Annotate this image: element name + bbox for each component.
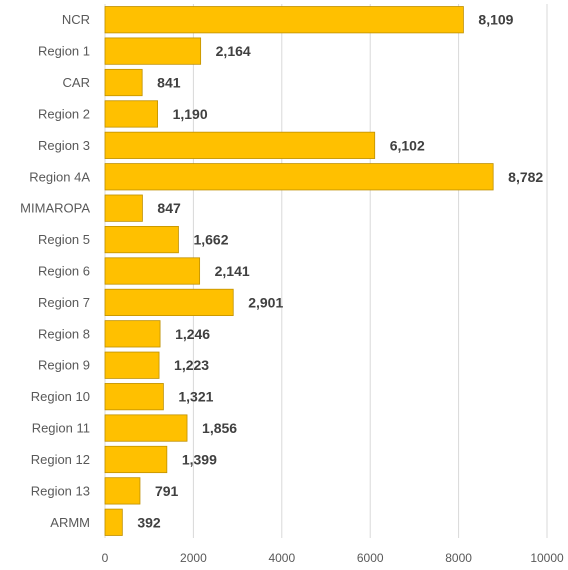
bar-13 <box>104 414 188 442</box>
category-label-6: MIMAROPA <box>20 201 90 216</box>
bar-1 <box>104 37 202 65</box>
category-label-13: Region 11 <box>32 421 90 436</box>
x-tick-label-3: 6000 <box>357 551 384 565</box>
value-label-13: 1,856 <box>202 420 237 436</box>
category-label-9: Region 7 <box>38 295 90 310</box>
value-label-11: 1,223 <box>174 357 209 373</box>
value-label-4: 6,102 <box>390 137 425 153</box>
bar-3 <box>104 100 158 128</box>
bar-2 <box>104 68 143 97</box>
bar-14 <box>104 445 168 474</box>
bar-9 <box>104 288 234 317</box>
x-tick-label-0: 0 <box>102 551 109 565</box>
value-label-6: 847 <box>157 200 181 216</box>
bar-5 <box>104 163 494 191</box>
bar-6 <box>104 194 143 222</box>
value-label-5: 8,782 <box>508 169 543 185</box>
bar-16 <box>104 508 123 536</box>
category-label-2: CAR <box>63 75 90 90</box>
x-tick-label-5: 10000 <box>530 551 564 565</box>
bar-8 <box>104 257 201 285</box>
x-tick-label-2: 4000 <box>268 551 295 565</box>
value-label-10: 1,246 <box>175 326 210 342</box>
bar-4 <box>104 131 376 159</box>
category-label-1: Region 1 <box>38 44 90 59</box>
category-label-14: Region 12 <box>31 452 90 467</box>
value-label-9: 2,901 <box>248 294 283 310</box>
bar-15 <box>104 477 141 505</box>
category-label-12: Region 10 <box>31 389 90 404</box>
category-label-0: NCR <box>62 12 90 27</box>
bar-12 <box>104 383 164 411</box>
category-label-15: Region 13 <box>31 483 90 498</box>
x-tick-label-1: 2000 <box>180 551 207 565</box>
bar-10 <box>104 320 161 348</box>
x-tick-label-4: 8000 <box>445 551 472 565</box>
value-label-15: 791 <box>155 483 179 499</box>
bar-0 <box>104 6 464 34</box>
value-label-3: 1,190 <box>173 106 208 122</box>
value-label-16: 392 <box>137 514 161 530</box>
category-label-8: Region 6 <box>38 264 90 279</box>
category-label-11: Region 9 <box>38 358 90 373</box>
category-label-3: Region 2 <box>38 106 90 121</box>
value-label-0: 8,109 <box>478 12 513 28</box>
value-label-14: 1,399 <box>182 451 217 467</box>
value-label-8: 2,141 <box>215 263 250 279</box>
category-label-7: Region 5 <box>38 232 90 247</box>
category-label-10: Region 8 <box>38 326 90 341</box>
bar-7 <box>104 225 179 254</box>
category-label-4: Region 3 <box>38 138 90 153</box>
bar-11 <box>104 351 160 379</box>
value-label-2: 841 <box>157 75 181 91</box>
value-label-1: 2,164 <box>216 43 251 59</box>
category-label-16: ARMM <box>50 515 90 530</box>
value-label-12: 1,321 <box>178 389 213 405</box>
value-label-7: 1,662 <box>193 232 228 248</box>
category-label-5: Region 4A <box>29 169 90 184</box>
